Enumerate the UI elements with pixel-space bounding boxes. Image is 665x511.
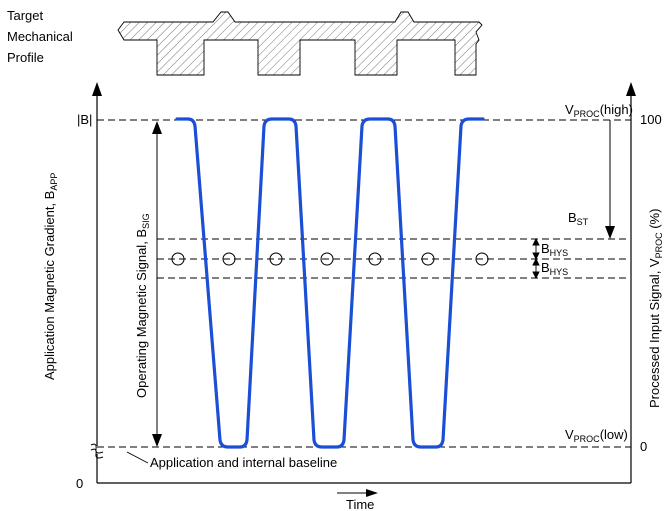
switch-point (222, 252, 236, 266)
left-axis-top-label: |B| (77, 112, 92, 127)
bst-arrow (605, 120, 615, 239)
right-axis-title: Processed Input Signal, VPROC (%) (647, 209, 664, 408)
time-axis-label: Time (346, 497, 374, 511)
baseline-label: Application and internal baseline (150, 455, 337, 470)
bhys-arrows (532, 237, 540, 280)
switch-point (269, 252, 283, 266)
left-axis (90, 82, 104, 483)
profile-label-line2: Mechanical (7, 29, 73, 44)
switch-point (320, 252, 334, 266)
vproc-low-label: VPROC(low) (565, 427, 628, 444)
target-profile-shape (117, 11, 483, 76)
switch-point (475, 252, 489, 266)
signal-waveform (175, 117, 485, 449)
switch-point (171, 252, 185, 266)
left-axis-zero-label: 0 (76, 476, 83, 491)
profile-label-line1: Target (7, 8, 44, 23)
vproc-high-label: VPROC(high) (565, 102, 633, 119)
switch-point (368, 252, 382, 266)
time-axis (97, 482, 631, 497)
bsig-arrow (152, 121, 162, 447)
baseline-leader (126, 451, 149, 464)
bhys-lower-label: BHYS (541, 260, 568, 277)
profile-label-line3: Profile (7, 50, 44, 65)
switch-points (171, 252, 489, 266)
right-axis (626, 82, 636, 483)
target-profile (117, 11, 483, 76)
bsig-label: Operating Magnetic Signal, BSIG (134, 213, 151, 398)
switch-point (421, 252, 435, 266)
right-axis-100-label: 100 (640, 112, 662, 127)
right-axis-0-label: 0 (640, 439, 647, 454)
left-axis-title: Application Magnetic Gradient, BAPP (42, 173, 59, 380)
reference-lines (97, 119, 626, 448)
bst-label: BST (568, 210, 589, 227)
bhys-upper-label: BHYS (541, 241, 568, 258)
